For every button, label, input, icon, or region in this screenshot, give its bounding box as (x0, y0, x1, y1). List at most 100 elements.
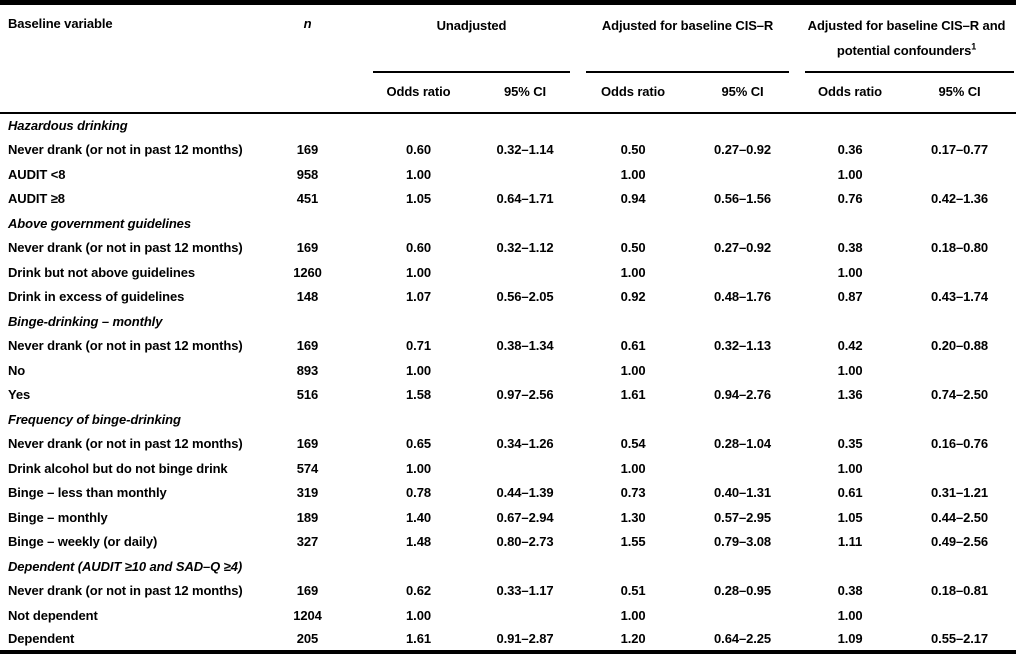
ci-unadjusted-cell: 0.34–1.26 (496, 436, 554, 452)
odds-ratio-adjusted-cisr-cell: 1.30 (620, 509, 646, 525)
n-cell: 169 (296, 436, 319, 452)
row-label-cell: Not dependent (8, 607, 98, 623)
odds-ratio-adjusted-confounders-cell: 1.11 (837, 534, 863, 550)
section-header: Binge-drinking – monthly (8, 313, 163, 329)
odds-ratio-adjusted-confounders-cell: 0.35 (837, 436, 863, 452)
odds-ratio-adjusted-confounders-cell: 1.00 (837, 264, 863, 280)
table-row: Never drank (or not in past 12 months) 16… (0, 236, 1016, 261)
subheader-odds-ratio-unadjusted: Odds ratio (386, 84, 451, 99)
ci-unadjusted-cell (472, 260, 578, 285)
odds-ratio-adjusted-cisr-cell: 0.61 (620, 338, 646, 354)
odds-ratio-unadjusted-cell: 1.07 (406, 289, 431, 305)
ci-unadjusted-cell: 0.32–1.14 (496, 142, 554, 158)
ci-unadjusted-cell: 0.32–1.12 (496, 240, 554, 256)
section-header: Hazardous drinking (8, 118, 128, 134)
odds-ratio-unadjusted-cell: 1.00 (406, 362, 431, 378)
ci-unadjusted-cell (472, 162, 578, 187)
n-cell: 893 (296, 362, 319, 378)
n-cell: 516 (296, 387, 319, 403)
table-row: Drink in excess of guidelines 148 1.07 0.56… (0, 285, 1016, 310)
ci-adjusted-cisr-cell (688, 456, 797, 481)
odds-ratio-adjusted-cisr-cell: 1.00 (620, 607, 646, 623)
group-header-unadjusted-label: Unadjusted (436, 18, 507, 33)
section-header-row: Frequency of binge-drinking (0, 407, 1016, 432)
odds-ratio-adjusted-confounders-cell: 1.00 (837, 166, 863, 182)
table-row: Yes 516 1.58 0.97–2.56 1.61 0.94–2.76 1.36 0.74… (0, 383, 1016, 408)
column-header-n: n (303, 16, 312, 31)
ci-adjusted-confounders-cell: 0.43–1.74 (931, 289, 988, 305)
footnote-marker: 1 (971, 41, 977, 52)
odds-ratio-unadjusted-cell: 1.40 (406, 509, 431, 525)
ci-adjusted-confounders-cell (903, 456, 1016, 481)
odds-ratio-adjusted-confounders-cell: 0.87 (837, 289, 863, 305)
odds-ratio-adjusted-confounders-cell: 0.61 (837, 485, 863, 501)
ci-adjusted-cisr-cell: 0.57–2.95 (714, 509, 771, 525)
ci-adjusted-confounders-cell: 0.16–0.76 (931, 436, 988, 452)
odds-ratio-unadjusted-cell: 0.60 (406, 240, 431, 256)
ci-adjusted-cisr-cell: 0.56–1.56 (714, 191, 771, 207)
ci-adjusted-confounders-cell: 0.44–2.50 (931, 509, 988, 525)
ci-unadjusted-cell: 0.91–2.87 (496, 631, 554, 647)
odds-ratio-adjusted-cisr-cell: 0.50 (620, 142, 646, 158)
ci-unadjusted-cell (472, 603, 578, 628)
ci-unadjusted-cell: 0.97–2.56 (496, 387, 554, 403)
odds-ratio-unadjusted-cell: 1.48 (406, 534, 431, 550)
ci-adjusted-cisr-cell: 0.28–1.04 (714, 436, 771, 452)
ci-adjusted-confounders-cell: 0.49–2.56 (931, 534, 988, 550)
row-label-cell: Drink but not above guidelines (8, 264, 195, 280)
group-header-adjusted-confounders: Adjusted for baseline CIS–R and potentia… (797, 3, 1016, 74)
table-row: Binge – weekly (or daily) 327 1.48 0.80–2.7… (0, 530, 1016, 555)
odds-ratio-unadjusted-cell: 0.65 (406, 436, 431, 452)
ci-adjusted-cisr-cell: 0.48–1.76 (714, 289, 771, 305)
n-cell: 169 (296, 338, 319, 354)
n-cell: 1204 (293, 607, 322, 623)
group-header-unadjusted: Unadjusted (365, 3, 578, 74)
odds-ratio-unadjusted-cell: 1.61 (406, 631, 431, 647)
section-header-row: Binge-drinking – monthly (0, 309, 1016, 334)
row-label-cell: Never drank (or not in past 12 months) (8, 338, 243, 354)
section-header: Dependent (AUDIT ≥10 and SAD–Q ≥4) (8, 558, 243, 574)
ci-adjusted-confounders-cell: 0.74–2.50 (931, 387, 988, 403)
n-cell: 319 (296, 485, 319, 501)
column-header-baseline-variable: Baseline variable (8, 16, 113, 31)
ci-unadjusted-cell (472, 358, 578, 383)
ci-adjusted-confounders-cell: 0.17–0.77 (931, 142, 988, 158)
table-row: AUDIT ≥8 451 1.05 0.64–1.71 0.94 0.56–1.56 0.7… (0, 187, 1016, 212)
odds-ratio-adjusted-confounders-cell: 0.38 (837, 583, 863, 599)
odds-ratio-adjusted-cisr-cell: 0.50 (620, 240, 646, 256)
odds-ratio-adjusted-cisr-cell: 1.00 (620, 166, 646, 182)
ci-adjusted-confounders-cell: 0.18–0.81 (931, 583, 988, 599)
row-label-cell: Never drank (or not in past 12 months) (8, 436, 243, 452)
ci-adjusted-confounders-cell (903, 358, 1016, 383)
table-row: Binge – monthly 189 1.40 0.67–2.94 1.30 0.57–… (0, 505, 1016, 530)
row-label-cell: Never drank (or not in past 12 months) (8, 142, 243, 158)
group-header-adjusted-cisr-label: Adjusted for baseline CIS–R (601, 18, 774, 33)
group-header-row: Baseline variable n Unadjusted Adjusted … (0, 3, 1016, 74)
ci-unadjusted-cell: 0.33–1.17 (496, 583, 554, 599)
ci-adjusted-confounders-cell: 0.31–1.21 (931, 485, 988, 501)
ci-unadjusted-cell: 0.67–2.94 (496, 509, 554, 525)
odds-ratio-adjusted-cisr-cell: 1.55 (620, 534, 646, 550)
section-header-row: Dependent (AUDIT ≥10 and SAD–Q ≥4) (0, 554, 1016, 579)
row-label-cell: Yes (8, 387, 31, 403)
odds-ratio-adjusted-cisr-cell: 0.54 (620, 436, 646, 452)
odds-ratio-adjusted-confounders-cell: 1.00 (837, 362, 863, 378)
subheader-ci-adjusted-cisr: 95% CI (721, 84, 764, 99)
row-label-cell: Binge – weekly (or daily) (8, 534, 158, 550)
table-row: No 893 1.00 1.00 1.00 (0, 358, 1016, 383)
odds-ratio-adjusted-cisr-cell: 1.00 (620, 362, 646, 378)
odds-ratio-unadjusted-cell: 1.00 (406, 607, 431, 623)
odds-ratio-adjusted-confounders-cell: 0.36 (837, 142, 863, 158)
ci-adjusted-confounders-cell: 0.55–2.17 (931, 631, 988, 647)
row-label-cell: Drink alcohol but do not binge drink (8, 460, 228, 476)
odds-ratio-unadjusted-cell: 0.71 (406, 338, 431, 354)
n-cell: 205 (296, 631, 319, 647)
ci-adjusted-confounders-cell: 0.42–1.36 (931, 191, 988, 207)
section-header: Frequency of binge-drinking (8, 411, 181, 427)
row-label-cell: Binge – monthly (8, 509, 108, 525)
ci-adjusted-cisr-cell (688, 603, 797, 628)
ci-unadjusted-cell: 0.64–1.71 (496, 191, 554, 207)
odds-ratio-adjusted-cisr-cell: 0.94 (620, 191, 646, 207)
row-label-cell: Dependent (8, 631, 75, 647)
n-cell: 189 (296, 509, 319, 525)
